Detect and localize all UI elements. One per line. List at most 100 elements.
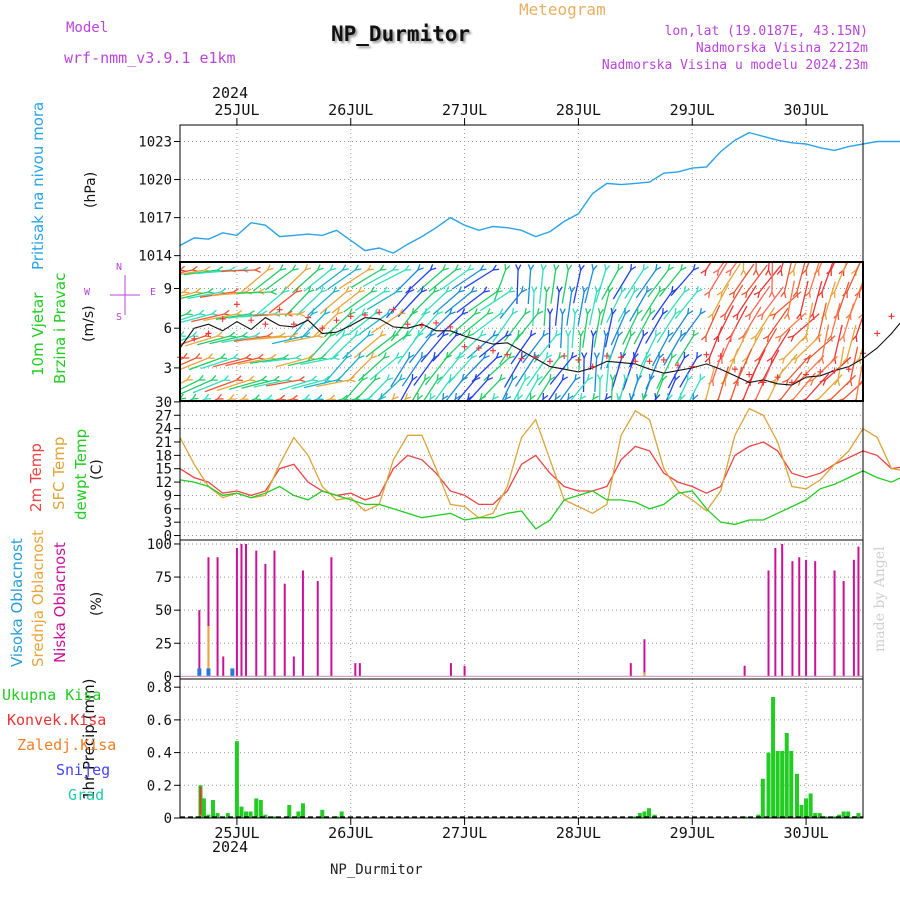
gust-marker [831,367,838,374]
y-tick-label: 9 [164,281,172,297]
wind-arrow [821,324,830,359]
wind-arrowhead [604,263,611,272]
total-rain-bar [258,800,263,818]
wind-arrow [204,379,238,393]
wind-arrow [402,398,406,401]
wind-arrow [237,291,272,294]
wind-arrow [809,335,836,359]
wind-arrow [443,335,469,361]
total-rain-bar [300,803,305,818]
wind-arrowhead [379,393,387,401]
wind-arrowhead [210,375,218,381]
wind-arrow [705,365,716,400]
low-cloud-bar [449,663,452,677]
wind-arrow [645,313,664,344]
wind-arrowhead [633,285,640,294]
wind-arrowhead [353,394,362,401]
gust-marker [603,352,610,359]
low-cloud-bar [245,543,248,677]
wind-arrowhead [586,374,594,382]
y-tick-label: 100 [147,537,172,553]
wind-arrow [553,398,557,401]
wind-arrowhead [855,356,862,365]
wind-arrowhead [354,330,362,338]
wind-arrow [855,365,863,400]
y-tick-label: 0.6 [147,713,172,729]
legend-freezing-rain: Zaledj.Kisa [17,736,117,754]
wind-arrow [771,328,791,359]
wind-arrowhead [491,264,500,271]
wind-arrow [818,374,843,400]
wind-arrow [192,379,225,394]
wind-arrow [183,269,218,276]
wind-arrow [377,398,381,401]
y-tick-label: 30 [155,395,172,411]
total-rain-bar [804,798,809,818]
gust-marker [888,313,895,320]
wind-arrowhead [558,351,565,360]
y-tick-label: 12 [155,475,172,491]
low-cloud-bar [833,570,836,677]
model-altitude-label: Nadmorska Visina u modelu 2024.23m [601,58,868,73]
x-tick-label-top: 29JUL [670,101,715,119]
wind-arrowhead [740,397,745,401]
wind-arrowhead [479,330,487,338]
wind-arrow [862,312,863,314]
wind-arrow [767,262,770,271]
compass-north: N [116,262,123,273]
gust-marker [874,330,881,337]
wind-arrow [606,291,623,323]
wind-arrowhead [826,268,832,277]
total-rain-bar [823,816,828,818]
wind-arrowhead [341,330,349,338]
low-cloud-bar [264,563,267,677]
total-rain-bar [287,804,292,818]
compass-east: E [150,287,157,298]
wind-arrowhead [191,265,199,273]
wind-arrow [604,313,614,348]
wind-arrowhead [590,330,597,338]
wind-arrowhead [641,392,648,401]
wind-arrow [499,291,523,319]
gust-marker [347,313,354,320]
wind-arrowhead [579,392,587,401]
y-tick-label: 0 [164,529,172,545]
wind-arrow [237,357,272,366]
wind-arrowhead [594,286,601,294]
low-cloud-bar [235,547,238,677]
wind-arrowhead [757,312,764,321]
wind-arrowhead [753,290,761,298]
low-cloud-bar [743,665,746,677]
wind-arrowhead [436,308,444,316]
wind-arrow [323,357,347,385]
wind-arrow [397,291,422,318]
wind-arrowhead [278,394,287,401]
wind-arrow [833,262,848,293]
total-rain-bar [760,778,765,818]
wind-arrow [603,398,607,401]
wind-arrow [647,269,669,298]
wind-arrow [755,307,776,337]
wind-arrowhead [536,373,543,382]
wind-arrow [444,291,472,314]
mid-cloud-bar [643,672,646,677]
wind-arrow [859,283,863,293]
wind-arrowhead [628,392,636,401]
total-rain-bar [296,811,301,818]
wind-arrow [670,269,694,297]
wind-arrow [411,379,426,401]
wind-arrowhead [700,268,707,277]
gust-marker [418,322,425,329]
low-cloud-bar [354,663,357,677]
high-cloud-bar [230,668,235,677]
wind-arrow [516,398,519,401]
wind-arrowhead [703,397,707,401]
wind-arrow [548,313,551,349]
gust-marker [404,321,411,328]
gust-marker [290,321,297,328]
wind-arrow [252,269,281,292]
wind-arrow [292,269,319,294]
total-rain-bar [248,811,253,818]
wind-arrowhead [429,392,436,401]
total-rain-bar [789,750,794,818]
